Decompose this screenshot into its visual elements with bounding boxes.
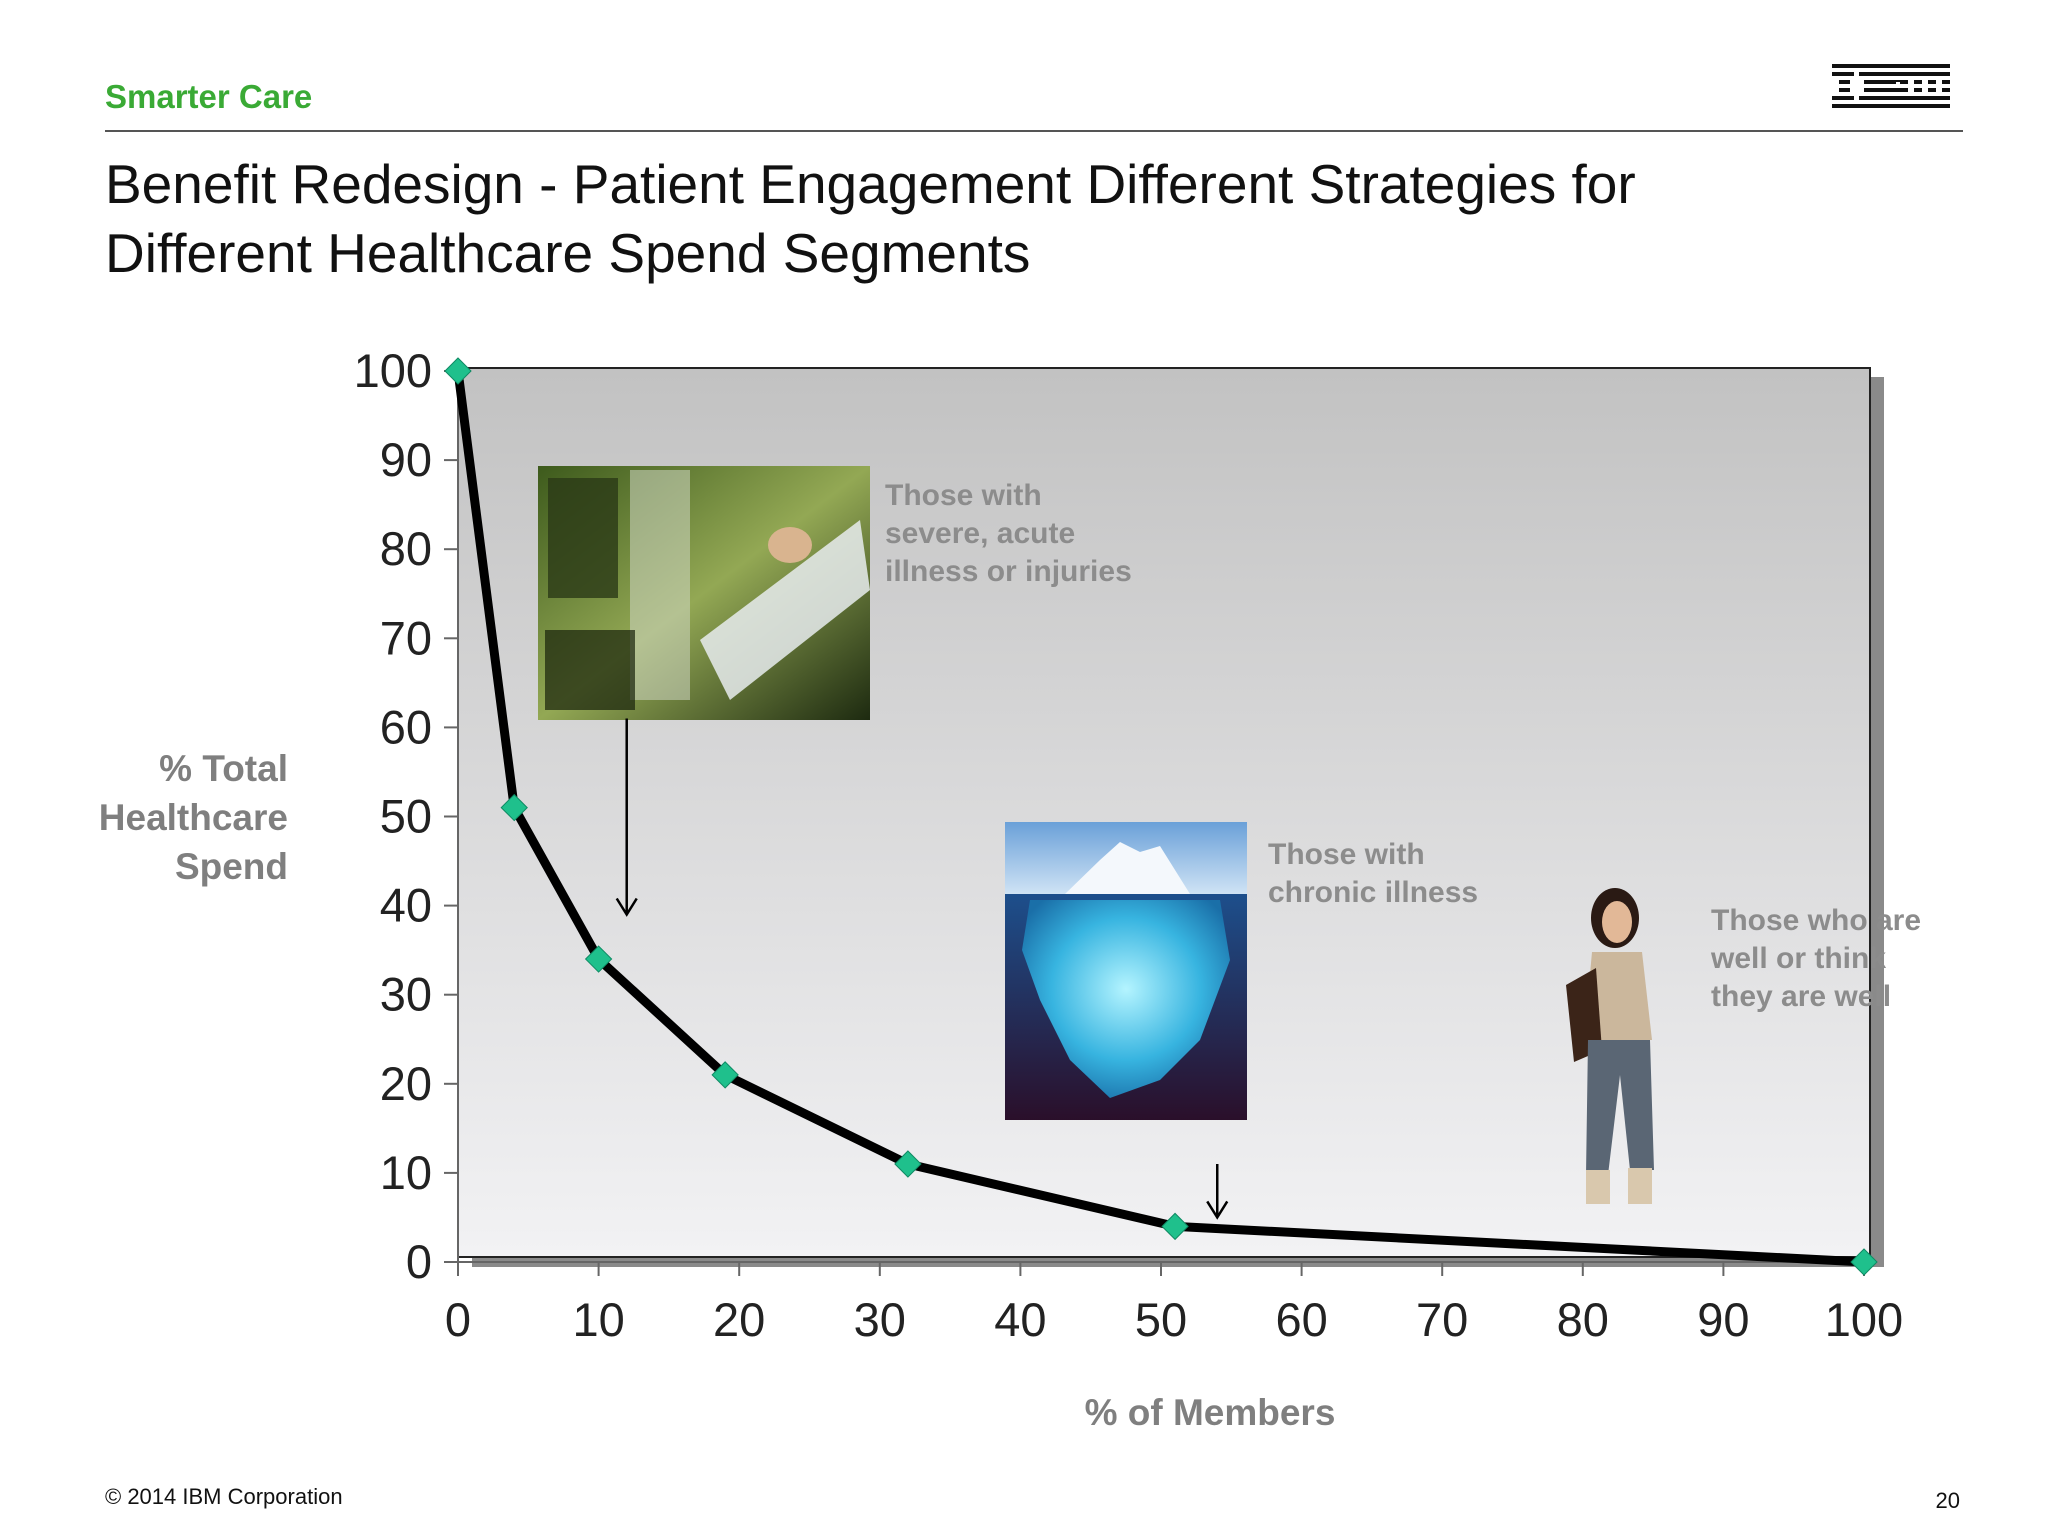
annotation-arrow <box>1206 1163 1229 1220</box>
x-tick-label: 40 <box>994 1293 1046 1346</box>
annotation-line: severe, acute <box>885 517 1075 550</box>
x-tick-label: 60 <box>1275 1293 1327 1346</box>
annotation-arrow <box>615 718 638 917</box>
y-axis-label-line-3: Spend <box>174 846 288 887</box>
x-tick-label: 50 <box>1135 1293 1187 1346</box>
slide-title: Benefit Redesign - Patient Engagement Di… <box>105 150 1905 288</box>
x-axis-label: % of Members <box>1084 1392 1336 1433</box>
y-tick-label: 70 <box>380 611 432 664</box>
footer-copyright: © 2014 IBM Corporation <box>105 1484 343 1509</box>
annotation-line: chronic illness <box>1268 876 1478 909</box>
ibm-logo <box>1832 62 1960 112</box>
data-point <box>1161 1212 1189 1241</box>
y-axis-label-line-2: Healthcare <box>98 797 288 838</box>
data-point <box>711 1061 739 1089</box>
data-point <box>894 1150 922 1178</box>
hospital-patient-photo <box>538 466 870 720</box>
title-line-2: Different Healthcare Spend Segments <box>105 222 1031 284</box>
title-line-1: Benefit Redesign - Patient Engagement Di… <box>105 153 1636 215</box>
y-tick-label: 20 <box>380 1057 432 1110</box>
y-tick-label: 90 <box>380 433 432 486</box>
annotation-line: Those with <box>885 479 1042 512</box>
annotation-line: Those who are <box>1711 904 1921 937</box>
x-tick-label: 90 <box>1697 1293 1749 1346</box>
x-tick-label: 10 <box>572 1293 624 1346</box>
annotation-acute: Those with severe, acute illness or injuri… <box>885 479 1132 588</box>
y-tick-label: 30 <box>380 968 432 1021</box>
x-tick-label: 20 <box>713 1293 765 1346</box>
header-label: Smarter Care <box>105 78 313 115</box>
iceberg-photo <box>1005 822 1247 1120</box>
x-tick-label: 70 <box>1416 1293 1468 1346</box>
annotation-line: well or think <box>1710 942 1886 975</box>
data-point <box>500 793 528 822</box>
y-tick-label: 40 <box>380 879 432 932</box>
data-point <box>584 945 613 973</box>
x-tick-label: 0 <box>445 1293 471 1346</box>
y-tick-label: 80 <box>380 522 432 575</box>
y-tick-label: 100 <box>354 344 432 397</box>
header-rule <box>105 130 1963 132</box>
annotation-well: Those who are well or think they are well <box>1710 904 1921 1013</box>
x-tick-label: 100 <box>1825 1293 1903 1346</box>
data-point <box>1850 1248 1878 1276</box>
annotation-chronic: Those with chronic illness <box>1268 838 1478 909</box>
page-number: 20 <box>1935 1488 1960 1513</box>
y-tick-label: 60 <box>380 700 432 753</box>
y-axis-label-line-1: % Total <box>159 748 288 789</box>
y-tick-label: 10 <box>380 1146 432 1199</box>
annotation-line: they are well <box>1711 980 1891 1013</box>
y-axis-label: % Total Healthcare Spend <box>40 744 288 891</box>
x-tick-label: 30 <box>854 1293 906 1346</box>
young-woman-on-phone-photo <box>1566 888 1654 1204</box>
annotation-line: Those with <box>1268 838 1425 871</box>
y-tick-label: 50 <box>380 790 432 843</box>
y-tick-label: 0 <box>406 1235 432 1288</box>
x-tick-label: 80 <box>1557 1293 1609 1346</box>
annotation-line: illness or injuries <box>885 555 1132 588</box>
data-point <box>444 357 472 385</box>
